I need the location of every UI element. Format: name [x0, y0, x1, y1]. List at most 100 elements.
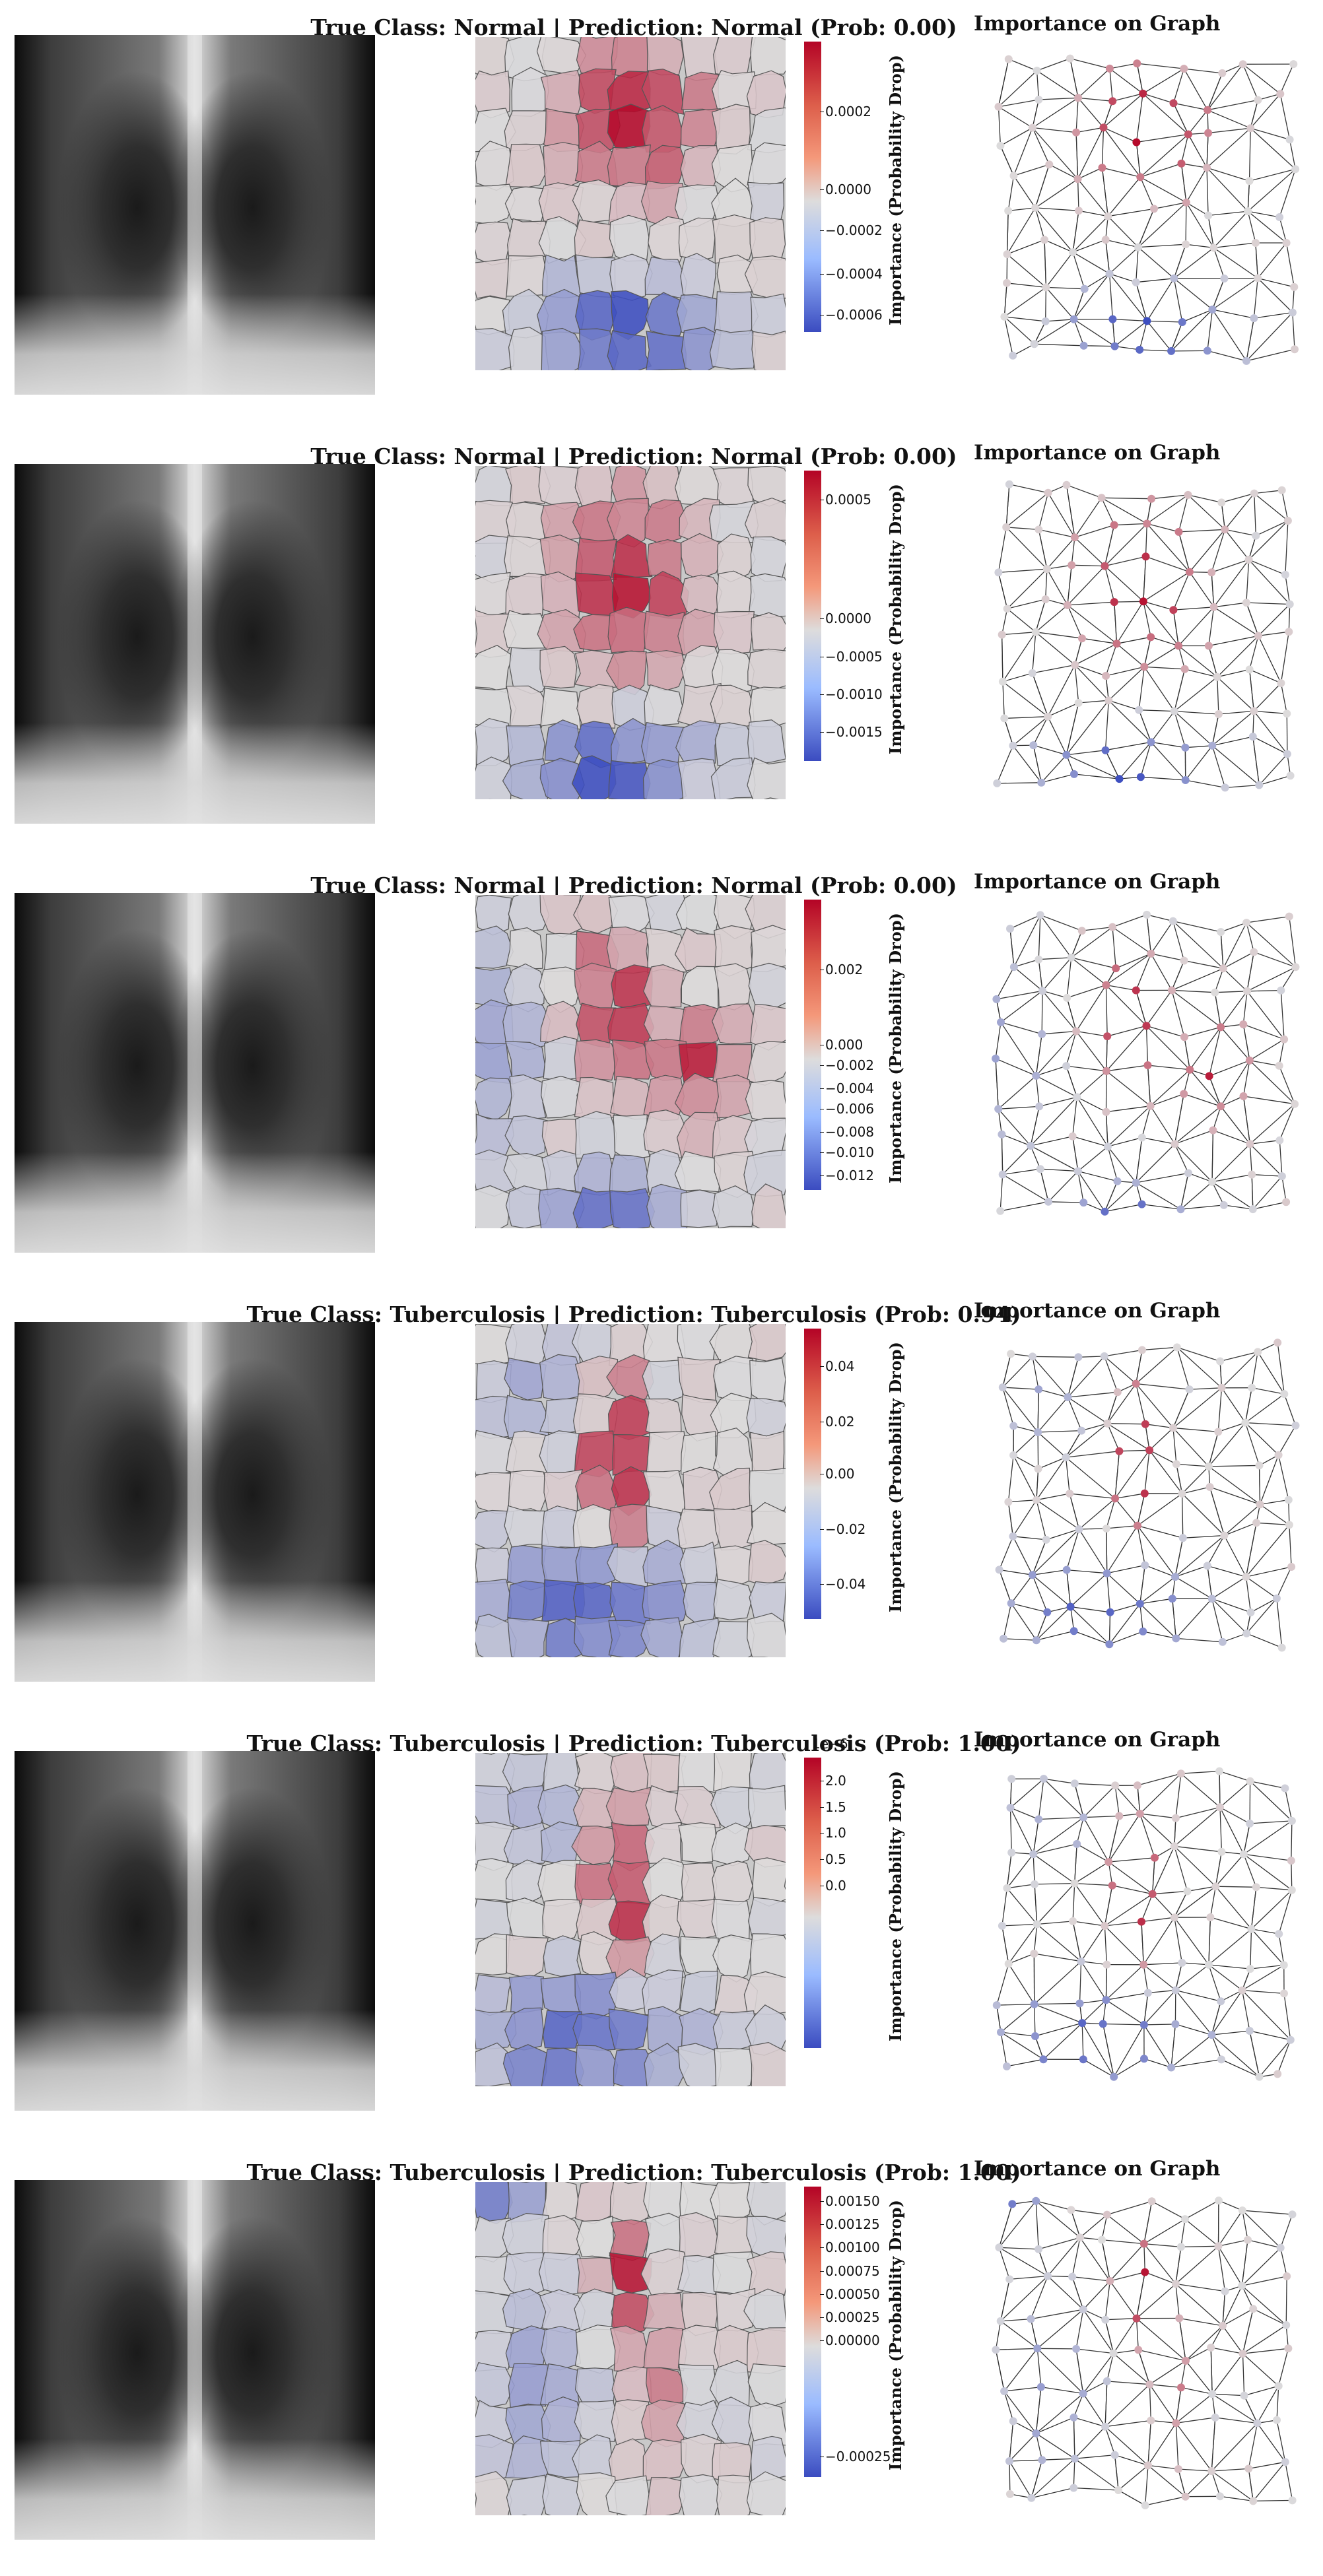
- graph-edge: [1107, 2215, 1144, 2244]
- graph-node: [1079, 1199, 1087, 1206]
- graph-node: [1213, 673, 1221, 681]
- graph-node: [1067, 1603, 1075, 1611]
- graph-node: [1006, 925, 1014, 933]
- graph-edge: [1036, 1034, 1042, 1076]
- graph-edge: [1143, 572, 1190, 602]
- graph-edge: [1036, 1607, 1071, 1641]
- graph-node: [1035, 525, 1042, 533]
- graph-node: [1216, 2492, 1224, 2500]
- graph-edge: [1254, 952, 1295, 968]
- colorbar-tick-label: −0.010: [825, 1144, 874, 1160]
- graph-edge: [1074, 1631, 1110, 1644]
- graph-node: [1169, 606, 1177, 614]
- graph-node: [1136, 1810, 1144, 1818]
- graph-edge: [1003, 1146, 1031, 1175]
- colorbar-tick-label: 1.0: [825, 1825, 846, 1841]
- graph-edge: [1073, 1884, 1075, 1921]
- graph-node: [998, 631, 1006, 639]
- graph-edge: [1073, 1137, 1078, 1172]
- graph-edge: [1076, 2349, 1114, 2354]
- graph-node: [1029, 124, 1036, 132]
- superpixel-region: [680, 1971, 718, 2015]
- graph-edge: [1149, 2361, 1186, 2385]
- graph-edge: [996, 991, 1042, 999]
- spine-shading: [187, 35, 202, 395]
- superpixel-region: [643, 2439, 686, 2480]
- graph-edge: [1171, 310, 1212, 351]
- graph-edge: [1138, 248, 1174, 279]
- graph-edge: [1073, 2488, 1118, 2491]
- graph-edge: [1148, 1065, 1151, 1106]
- graph-edge: [1035, 179, 1077, 208]
- graph-edge: [1177, 1347, 1222, 1387]
- graph-node: [993, 2001, 1001, 2009]
- graph-edge: [1067, 485, 1075, 538]
- graph-edge: [1080, 1962, 1081, 2004]
- graph-edge: [1036, 2201, 1038, 2249]
- superpixel-region: [714, 2049, 754, 2086]
- graph-edge: [1176, 2423, 1211, 2471]
- graph-node: [1076, 2233, 1084, 2241]
- graph-node: [1032, 2197, 1040, 2205]
- graph-node: [1101, 1922, 1108, 1930]
- graph-node: [1098, 494, 1106, 502]
- graph-edge: [1151, 1070, 1190, 1106]
- graph-edge: [1151, 742, 1186, 780]
- graph-node: [1217, 2055, 1225, 2063]
- graph-node: [1108, 97, 1116, 105]
- graph-edge: [1075, 1783, 1083, 1817]
- graph-node: [1076, 1999, 1084, 2007]
- graph-edge: [1007, 1884, 1035, 1888]
- graph-edge: [1173, 1389, 1190, 1428]
- superpixel-region: [712, 1861, 753, 1905]
- graph-node: [1244, 2236, 1252, 2244]
- graph-edge: [1151, 637, 1178, 645]
- graph-node: [1141, 1562, 1149, 1569]
- graph-node: [1134, 1522, 1141, 1530]
- figure-row: True Class: Tuberculosis | Prediction: T…: [0, 1721, 1323, 2147]
- graph-node: [1179, 1534, 1187, 1542]
- graph-edge: [1106, 1498, 1115, 1529]
- graph-node: [1044, 2272, 1052, 2280]
- graph-edge: [1107, 1573, 1140, 1604]
- graph-edge: [1250, 1821, 1292, 1824]
- graph-edge: [1249, 560, 1285, 575]
- importance-heatmap: [475, 1753, 786, 2086]
- graph-node: [1210, 603, 1218, 611]
- graph-node: [1143, 1022, 1151, 1030]
- graph-edge: [1243, 64, 1281, 94]
- colorbar-label: Importance (Probability Drop): [886, 484, 905, 754]
- graph-node: [1289, 2496, 1297, 2504]
- superpixel-region: [748, 720, 786, 765]
- graph-edge: [1038, 493, 1048, 530]
- graph-edge: [1250, 128, 1251, 181]
- graph-edge: [1225, 785, 1260, 788]
- graph-edge: [1000, 1569, 1033, 1575]
- graph-node: [1219, 1638, 1227, 1646]
- graph-edge: [1106, 240, 1138, 247]
- graph-node: [1069, 1917, 1077, 1925]
- graph-node: [1104, 1858, 1112, 1866]
- graph-edge: [1001, 2279, 1010, 2321]
- graph-edge: [1277, 2386, 1279, 2420]
- graph-node: [1246, 1965, 1254, 1973]
- superpixel-region: [508, 1581, 547, 1622]
- graph-node: [1079, 1814, 1087, 1822]
- graph-node: [1102, 236, 1110, 244]
- superpixel-region: [506, 686, 546, 727]
- graph-node: [1036, 1165, 1044, 1173]
- graph-node: [1180, 65, 1188, 73]
- graph-edge: [1075, 665, 1108, 701]
- graph-edge: [1004, 283, 1007, 317]
- graph-edge: [1140, 1604, 1143, 1632]
- graph-edge: [1140, 1599, 1172, 1604]
- graph-edge: [1153, 1894, 1174, 1918]
- graph-node: [1180, 1090, 1188, 1098]
- graph-edge: [1104, 1886, 1112, 1926]
- graph-edge: [1209, 636, 1258, 645]
- graph-edge: [1071, 1607, 1110, 1612]
- graph-edge: [1219, 1771, 1250, 1781]
- colorbar-tick-label: −0.04: [825, 1576, 865, 1592]
- graph-node: [1070, 315, 1078, 323]
- graph-edge: [1173, 921, 1184, 961]
